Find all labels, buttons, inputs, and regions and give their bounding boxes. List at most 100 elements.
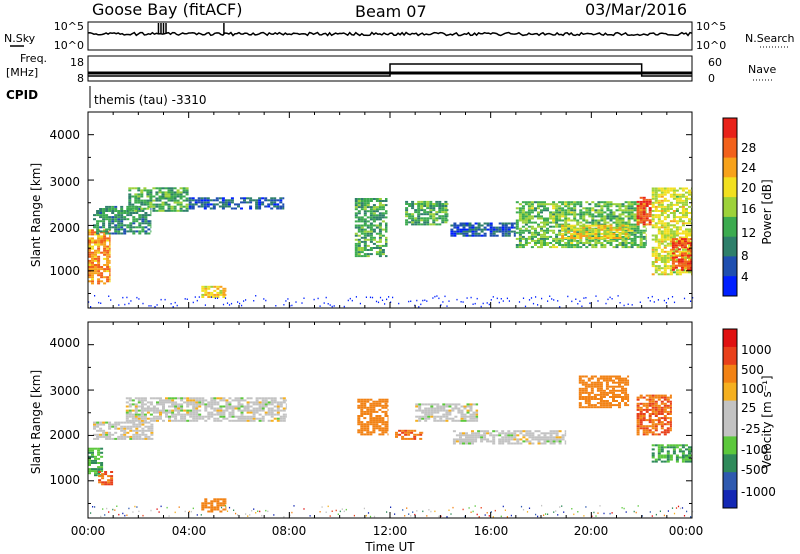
power-cell — [158, 209, 162, 212]
velocity-cell — [636, 402, 640, 405]
power-cell — [91, 280, 94, 283]
power-cell — [438, 203, 442, 205]
power-cell — [423, 205, 427, 207]
velocity-cell — [675, 444, 679, 447]
power-cell — [210, 285, 214, 288]
velocity-speckle — [492, 516, 494, 518]
power-cell — [636, 223, 640, 226]
velocity-cell — [618, 393, 621, 396]
velocity-cell — [369, 433, 373, 436]
velocity-cell — [477, 432, 481, 435]
power-cell — [173, 193, 177, 196]
velocity-cell — [234, 399, 238, 402]
velocity-cell — [140, 419, 144, 422]
velocity-cell — [150, 437, 154, 440]
power-cell — [135, 212, 139, 214]
velocity-cell — [639, 394, 643, 397]
power-cell — [585, 232, 589, 235]
velocity-cell — [651, 448, 655, 451]
power-cell — [152, 187, 156, 190]
velocity-cell — [165, 411, 168, 414]
power-cell — [651, 195, 655, 198]
velocity-cell — [171, 403, 175, 406]
power-cell — [120, 232, 124, 235]
velocity-cbar-label: Velocity [m s⁻¹] — [760, 375, 774, 468]
velocity-speckle — [520, 505, 523, 508]
velocity-cell — [88, 468, 91, 471]
power-cell — [546, 221, 549, 224]
power-cell — [660, 210, 664, 212]
power-cell — [675, 226, 679, 229]
power-cell — [363, 222, 367, 225]
power-cell — [579, 237, 583, 239]
power-cell — [138, 208, 142, 210]
power-cell — [117, 218, 121, 221]
power-colorbar-swatch — [723, 177, 737, 198]
velocity-speckle — [166, 506, 168, 509]
power-speckle — [466, 297, 468, 299]
power-cell — [524, 211, 528, 214]
velocity-cell — [534, 430, 538, 433]
velocity-cell — [162, 401, 165, 404]
velocity-cell — [537, 434, 541, 437]
power-cell — [363, 236, 367, 239]
power-cell — [108, 205, 112, 208]
power-cell — [570, 209, 574, 212]
velocity-cell — [150, 423, 154, 426]
power-cell — [671, 240, 675, 243]
power-cell — [564, 228, 568, 231]
velocity-cell — [111, 437, 115, 440]
velocity-cell — [255, 407, 259, 410]
power-cell — [224, 201, 228, 204]
power-cell — [680, 262, 684, 265]
velocity-cell — [120, 435, 124, 438]
velocity-cell — [91, 447, 94, 450]
velocity-cell — [681, 456, 685, 459]
power-cell — [354, 220, 358, 223]
power-cell — [357, 230, 361, 233]
velocity-cell — [605, 393, 609, 396]
power-cell — [126, 205, 130, 208]
power-cell — [618, 237, 622, 239]
power-cell — [106, 251, 110, 254]
power-cell — [146, 193, 150, 196]
power-speckle — [528, 299, 531, 301]
power-cell — [677, 264, 681, 267]
power-cell — [106, 249, 110, 252]
velocity-cell — [618, 389, 621, 392]
power-cell — [621, 230, 625, 233]
velocity-cell — [125, 405, 129, 408]
power-cell — [103, 268, 107, 271]
power-cell — [411, 223, 415, 226]
velocity-cell — [445, 413, 449, 416]
velocity-cell — [681, 450, 685, 453]
power-cell — [540, 211, 543, 214]
power-cell — [471, 226, 475, 229]
velocity-cell — [210, 407, 214, 410]
velocity-cell — [528, 442, 532, 445]
power-cell — [633, 213, 637, 216]
power-cell — [255, 199, 259, 202]
velocity-speckle — [625, 511, 627, 513]
power-cell — [167, 207, 171, 210]
velocity-cell — [651, 413, 655, 415]
velocity-cell — [237, 401, 241, 404]
velocity-cell — [636, 425, 640, 428]
velocity-cell — [249, 417, 253, 420]
power-cell — [669, 250, 673, 253]
power-cell — [678, 273, 682, 276]
power-cell — [591, 230, 595, 233]
power-cell — [579, 242, 583, 244]
power-cell — [546, 203, 549, 206]
power-cell — [624, 229, 628, 232]
velocity-cell — [360, 408, 364, 411]
power-cell — [669, 201, 673, 204]
velocity-cell — [96, 423, 100, 426]
power-cell — [675, 203, 679, 206]
power-cell — [372, 218, 376, 221]
velocity-cell — [195, 401, 199, 404]
power-cell — [603, 239, 607, 242]
velocity-cell — [131, 399, 135, 402]
noise-sky-trace — [87, 31, 693, 37]
velocity-cell — [360, 406, 364, 409]
